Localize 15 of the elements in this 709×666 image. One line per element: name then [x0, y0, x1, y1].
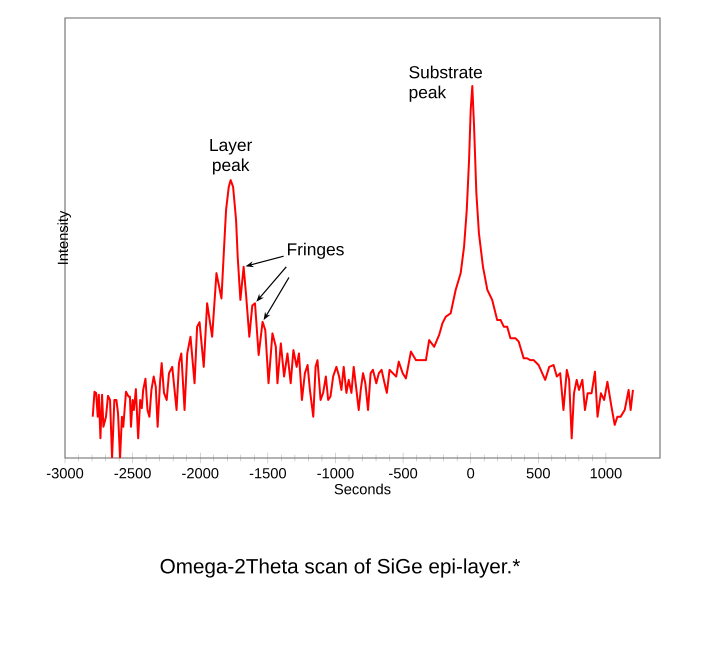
x-tick-label: 500 — [526, 468, 550, 478]
x-tick-label: 1000 — [590, 468, 622, 478]
annotation: Layer peak — [210, 139, 252, 175]
text: Omega-2Theta scan of SiGe epi-layer.* — [160, 558, 520, 578]
annotation: Fringes — [288, 242, 344, 259]
y-axis-title: Intensity — [57, 210, 71, 264]
x-tick-label: -3000 — [46, 468, 84, 478]
x-tick-label: -2000 — [182, 468, 218, 478]
x-tick-label: -1500 — [250, 468, 286, 478]
x-tick-label: -500 — [389, 468, 418, 478]
annotation: Substrate peak — [409, 66, 482, 102]
x-axis-title: Seconds — [334, 484, 390, 494]
x-tick-label: -2500 — [114, 468, 151, 478]
x-tick-label: 0 — [467, 468, 474, 478]
x-tick-label: -1000 — [317, 468, 354, 478]
